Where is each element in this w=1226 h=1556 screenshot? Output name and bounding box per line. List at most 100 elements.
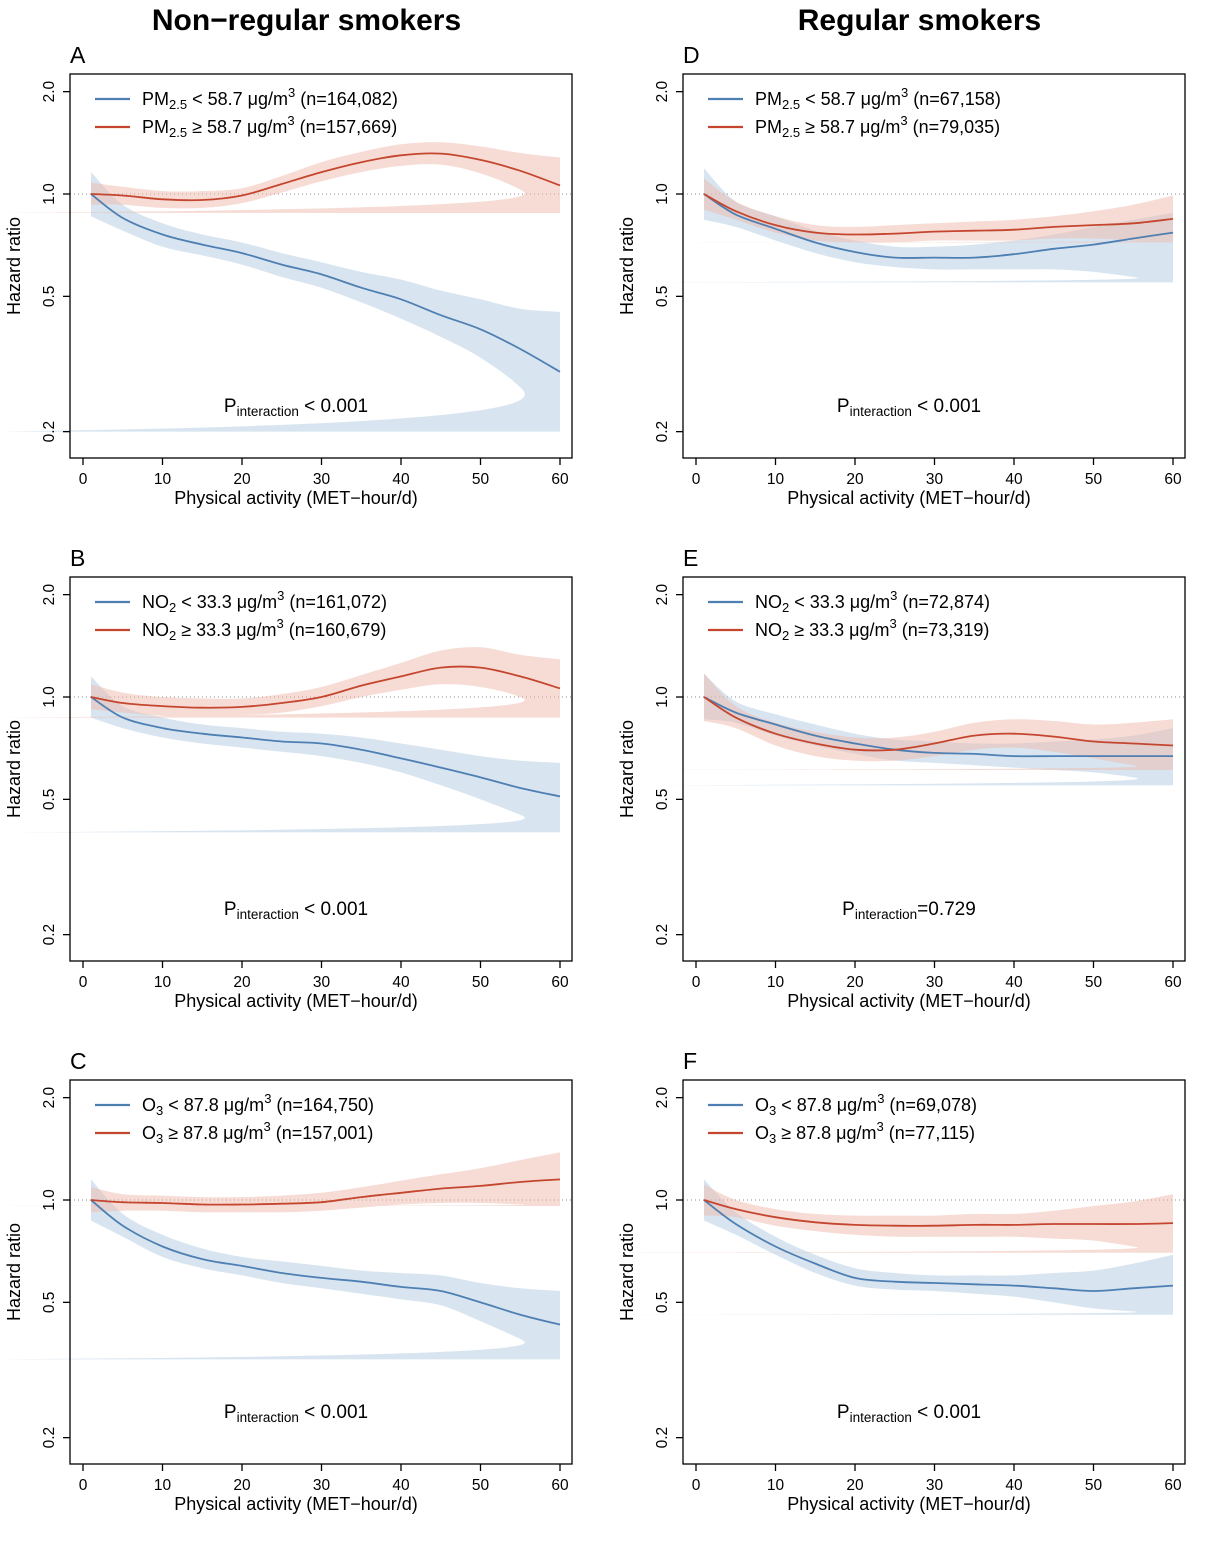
x-tick-label: 50 — [1085, 1477, 1103, 1494]
hr-curve-red — [90, 1178, 561, 1206]
p-interaction-annotation: Pinteraction < 0.001 — [224, 1402, 368, 1425]
hr-curve-blue — [703, 696, 1173, 758]
hr-curve-red — [90, 152, 561, 202]
y-tick-label: 2.0 — [41, 584, 58, 606]
x-tick-label: 20 — [846, 974, 864, 991]
panel-letter: C — [70, 1048, 87, 1074]
x-tick-label: 0 — [79, 974, 88, 991]
y-tick-label: 0.2 — [41, 1427, 58, 1449]
hr-curve-blue — [90, 193, 561, 373]
ci-band-red — [613, 178, 1173, 243]
y-tick-label: 0.5 — [654, 789, 671, 811]
x-tick-label: 30 — [313, 1477, 331, 1494]
y-tick-label: 1.0 — [41, 1189, 58, 1211]
y-tick-label: 0.2 — [654, 924, 671, 946]
legend-label-blue: O3 < 87.8 μg/m3 (n=164,750) — [142, 1091, 374, 1118]
x-tick-label: 0 — [692, 1477, 701, 1494]
x-tick-label: 20 — [233, 471, 251, 488]
y-tick-label: 1.0 — [654, 1189, 671, 1211]
x-axis: 0 10 20 30 40 50 60 — [79, 961, 569, 991]
x-axis: 0 10 20 30 40 50 60 — [692, 961, 1182, 991]
p-interaction-annotation: Pinteraction < 0.001 — [224, 396, 368, 419]
y-tick-label: 0.2 — [654, 421, 671, 443]
panel-f: F 0 10 20 30 40 50 60 0.2 0.5 1.0 2.0 Physical activ… — [613, 1048, 1226, 1551]
panel-letter: A — [70, 42, 86, 68]
legend-label-red: O3 ≥ 87.8 μg/m3 (n=157,001) — [142, 1119, 373, 1146]
legend-label-red: PM2.5 ≥ 58.7 μg/m3 (n=157,669) — [142, 113, 397, 140]
ci-band-red — [0, 1152, 560, 1213]
x-tick-label: 50 — [472, 974, 490, 991]
hr-curve-blue — [703, 1199, 1174, 1292]
y-tick-label: 0.2 — [41, 924, 58, 946]
x-tick-label: 0 — [692, 974, 701, 991]
y-axis: 0.2 0.5 1.0 2.0 — [41, 584, 70, 946]
ci-band-red — [0, 142, 560, 213]
legend-label-blue: PM2.5 < 58.7 μg/m3 (n=67,158) — [755, 85, 1001, 112]
column-titles: Non−regular smokers Regular smokers — [0, 0, 1226, 42]
y-tick-label: 2.0 — [41, 1087, 58, 1109]
ci-band-blue — [0, 1179, 560, 1360]
ci-band-blue — [613, 168, 1173, 283]
x-tick-label: 0 — [79, 471, 88, 488]
y-axis: 0.2 0.5 1.0 2.0 — [41, 81, 70, 443]
legend-label-red: O3 ≥ 87.8 μg/m3 (n=77,115) — [755, 1119, 975, 1146]
p-interaction-annotation: Pinteraction < 0.001 — [837, 1402, 981, 1425]
hr-curve-blue — [90, 1199, 561, 1326]
chart-f: F 0 10 20 30 40 50 60 0.2 0.5 1.0 2.0 Physical activ… — [613, 1048, 1186, 1514]
y-tick-label: 2.0 — [41, 81, 58, 103]
x-tick-label: 60 — [1164, 974, 1182, 991]
panel-letter: D — [683, 42, 700, 68]
y-tick-label: 1.0 — [41, 686, 58, 708]
x-tick-label: 50 — [472, 1477, 490, 1494]
x-tick-label: 20 — [233, 1477, 251, 1494]
x-tick-label: 10 — [767, 471, 785, 488]
x-axis: 0 10 20 30 40 50 60 — [692, 458, 1182, 488]
y-tick-label: 0.5 — [41, 1292, 58, 1314]
p-interaction-annotation: Pinteraction=0.729 — [842, 899, 976, 922]
x-axis: 0 10 20 30 40 50 60 — [79, 458, 569, 488]
legend-label-blue: NO2 < 33.3 μg/m3 (n=72,874) — [755, 588, 990, 615]
x-tick-label: 30 — [313, 974, 331, 991]
panel-a: A 0 10 20 30 40 50 60 0.2 0.5 1.0 2.0 Physical activ… — [0, 42, 613, 545]
x-axis-label: Physical activity (MET−hour/d) — [174, 488, 418, 508]
panel-letter: F — [683, 1048, 697, 1074]
column-title-left: Non−regular smokers — [151, 4, 462, 37]
hr-curve-red — [703, 193, 1174, 236]
y-tick-label: 1.0 — [41, 183, 58, 205]
legend-label-red: PM2.5 ≥ 58.7 μg/m3 (n=79,035) — [755, 113, 1000, 140]
legend-label-blue: NO2 < 33.3 μg/m3 (n=161,072) — [142, 588, 387, 615]
ci-band-red — [613, 1184, 1173, 1253]
x-tick-label: 50 — [472, 471, 490, 488]
y-tick-label: 1.0 — [654, 686, 671, 708]
p-interaction-annotation: Pinteraction < 0.001 — [224, 899, 368, 922]
hr-curve-red — [703, 696, 1174, 752]
legend: NO2 < 33.3 μg/m3 (n=161,072)NO2 ≥ 33.3 μ… — [95, 588, 387, 643]
x-tick-label: 20 — [846, 1477, 864, 1494]
legend-label-red: NO2 ≥ 33.3 μg/m3 (n=160,679) — [142, 616, 386, 643]
x-tick-label: 60 — [551, 471, 569, 488]
y-tick-label: 2.0 — [654, 81, 671, 103]
y-tick-label: 0.5 — [41, 789, 58, 811]
legend: PM2.5 < 58.7 μg/m3 (n=67,158)PM2.5 ≥ 58.… — [708, 85, 1001, 140]
hr-curve-blue — [703, 193, 1174, 259]
y-tick-label: 0.2 — [41, 421, 58, 443]
x-tick-label: 0 — [692, 471, 701, 488]
x-tick-label: 20 — [233, 974, 251, 991]
panel-d: D 0 10 20 30 40 50 60 0.2 0.5 1.0 2.0 Physical activ… — [613, 42, 1226, 545]
chart-d: D 0 10 20 30 40 50 60 0.2 0.5 1.0 2.0 Physical activ… — [613, 42, 1186, 508]
ci-band-red — [613, 673, 1173, 771]
x-tick-label: 40 — [1005, 974, 1023, 991]
y-tick-label: 1.0 — [654, 183, 671, 205]
x-tick-label: 60 — [1164, 471, 1182, 488]
hr-curve-red — [703, 1199, 1174, 1227]
ci-band-blue — [0, 172, 560, 432]
panel-e: E 0 10 20 30 40 50 60 0.2 0.5 1.0 2.0 Physical activ… — [613, 545, 1226, 1048]
y-tick-label: 0.2 — [654, 1427, 671, 1449]
panel-b: B 0 10 20 30 40 50 60 0.2 0.5 1.0 2.0 Physical activ… — [0, 545, 613, 1048]
x-axis-label: Physical activity (MET−hour/d) — [174, 991, 418, 1011]
chart-b: B 0 10 20 30 40 50 60 0.2 0.5 1.0 2.0 Physical activ… — [0, 545, 573, 1011]
y-axis: 0.2 0.5 1.0 2.0 — [654, 81, 683, 443]
x-tick-label: 40 — [392, 471, 410, 488]
x-tick-label: 10 — [767, 1477, 785, 1494]
p-interaction-annotation: Pinteraction < 0.001 — [837, 396, 981, 419]
